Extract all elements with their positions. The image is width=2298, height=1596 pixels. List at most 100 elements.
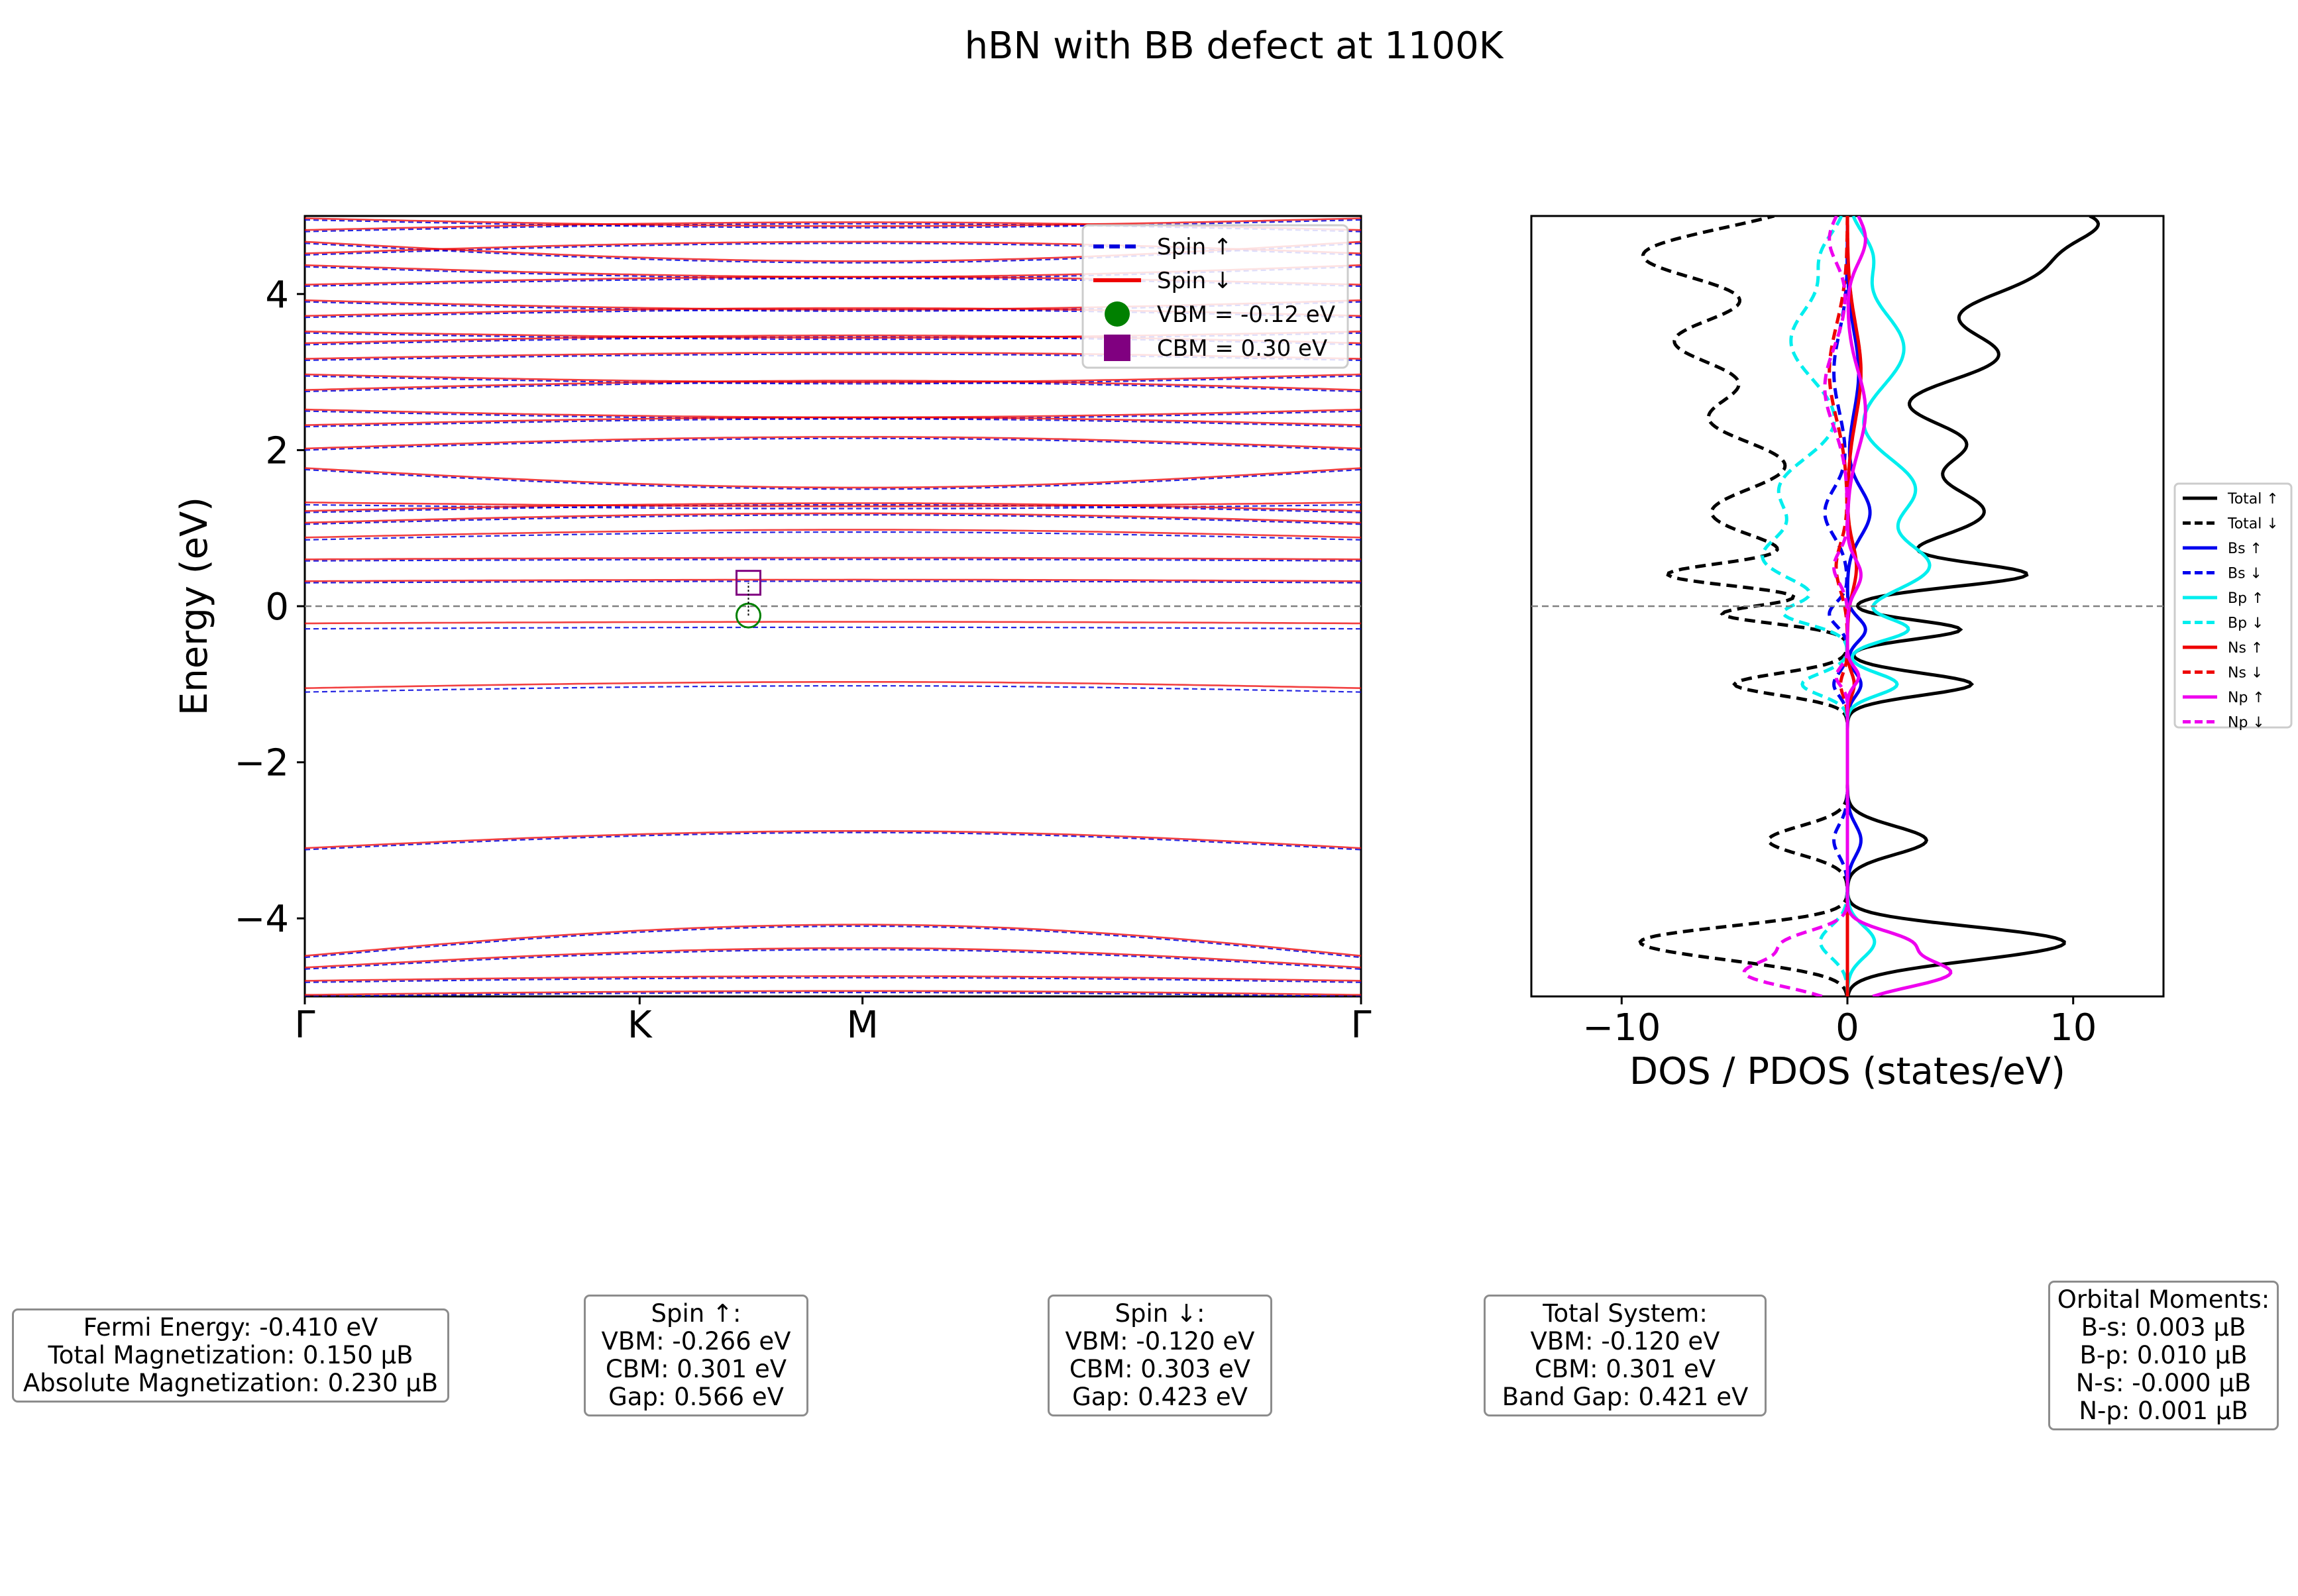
band-y-ticks: −4 −2 0 2 4 [234,274,305,941]
dos-legend-label: Bp ↓ [2228,615,2264,632]
band-line-spin-down [305,380,1361,391]
band-line-spin-up [305,514,1361,525]
band-line-spin-down [305,578,1361,582]
spin-down-vbm: VBM: -0.120 eV [1065,1327,1255,1356]
band-line-spin-up [305,992,1361,996]
dos-panel: −10 0 10 DOS / PDOS (states/eV) Total ↑ Tot… [1530,215,2293,1093]
band-line-spin-down [305,990,1361,996]
dos-legend-label: Bs ↑ [2228,541,2262,557]
dos-x-ticks: −10 0 10 [1582,996,2097,1049]
band-edge-markers [735,570,761,629]
band-line-spin-down [305,621,1361,625]
dos-legend-label: Bs ↓ [2228,566,2262,582]
legend-cbm-label: CBM = 0.30 eV [1157,335,1327,362]
orbital-moment-b-p: B-p: 0.010 μB [2079,1341,2248,1369]
dos-curve-ns-down [1828,216,1849,996]
legend-cbm-marker [1104,335,1130,361]
band-line-spin-down [305,924,1361,957]
total-system-band-gap: Band Gap: 0.421 eV [1502,1383,1749,1411]
band-line-spin-down [305,502,1361,512]
y-tick-label: 4 [265,274,289,317]
band-line-spin-up [305,685,1361,693]
band-line-spin-down [305,502,1361,507]
dos-legend-frame [2173,482,2293,729]
band-line-spin-down [305,373,1361,384]
legend-spin-up-label: Spin ↑ [1157,234,1232,260]
fermi-info-box: Fermi Energy: -0.410 eV Total Magnetizat… [12,1308,449,1403]
fermi-energy-text: Fermi Energy: -0.410 eV [83,1313,378,1342]
legend-frame [1081,224,1349,369]
total-system-vbm: VBM: -0.120 eV [1530,1327,1720,1356]
band-line-spin-down [305,529,1361,539]
band-y-axis-label: Energy (eV) [173,497,216,716]
y-tick-label: 2 [265,429,289,472]
band-line-spin-up [305,410,1361,420]
band-line-spin-up [305,949,1361,970]
band-line-spin-down [305,557,1361,560]
band-line-spin-down [305,830,1361,849]
band-legend: Spin ↑ Spin ↓ VBM = -0.12 eV CBM = 0.30 … [1081,224,1349,369]
total-system-cbm: CBM: 0.301 eV [1534,1355,1716,1383]
dos-x-tick-label: 0 [1835,1006,1859,1049]
band-line-spin-down [305,975,1361,982]
dos-legend: Total ↑ Total ↓ Bs ↑ Bs ↓ Bp ↑ Bp ↓ Ns ↑ Ns ↓ Np… [2173,482,2293,731]
dos-legend-label: Total ↓ [2227,516,2279,533]
dos-x-axis-label: DOS / PDOS (states/eV) [1629,1050,2065,1093]
orbital-moment-b-s: B-s: 0.003 μB [2081,1313,2246,1342]
spin-up-gap: Gap: 0.566 eV [608,1383,784,1411]
band-line-spin-down [305,408,1361,419]
orbital-moments-info-box: Orbital Moments: B-s: 0.003 μB B-p: 0.01… [2048,1281,2279,1430]
band-line-spin-up [305,437,1361,451]
absolute-magnetization-text: Absolute Magnetization: 0.230 μB [23,1369,439,1397]
spin-up-cbm: CBM: 0.301 eV [605,1355,787,1383]
band-line-spin-down [305,947,1361,969]
y-tick-label: −4 [234,898,289,941]
orbital-moment-n-s: N-s: -0.000 μB [2075,1369,2252,1397]
dos-legend-label: Np ↓ [2228,715,2265,731]
spin-down-info-box: Spin ↓: VBM: -0.120 eV CBM: 0.303 eV Gap… [1048,1295,1272,1416]
y-tick-label: 0 [265,586,289,629]
band-line-spin-up [305,219,1361,229]
band-line-spin-down [305,217,1361,227]
dos-curve-np-down [1742,216,1849,996]
k-point-label: Γ [294,1004,315,1047]
band-line-spin-up [305,375,1361,385]
band-line-spin-up [305,626,1361,630]
band-line-spin-up [305,977,1361,983]
legend-spin-down-label: Spin ↓ [1157,268,1232,294]
band-line-spin-up [305,418,1361,428]
band-structure-panel: −4 −2 0 2 4 Γ K M Γ Energy (eV) Spin ↑ Spin ↓ V… [173,215,1372,1047]
band-line-spin-up [305,831,1361,851]
k-point-label: Γ [1350,1004,1371,1047]
band-line-spin-up [305,468,1361,490]
dos-legend-label: Np ↑ [2228,690,2265,706]
total-system-heading: Total System: [1543,1299,1708,1328]
dos-x-tick-label: 10 [2050,1006,2097,1049]
band-line-spin-up [305,531,1361,541]
spin-up-info-box: Spin ↑: VBM: -0.266 eV CBM: 0.301 eV Gap… [584,1295,808,1416]
spin-up-vbm: VBM: -0.266 eV [601,1327,791,1356]
orbital-moments-heading: Orbital Moments: [2057,1285,2270,1314]
legend-vbm-label: VBM = -0.12 eV [1157,301,1335,328]
orbital-moment-n-p: N-p: 0.001 μB [2079,1397,2248,1425]
spin-down-gap: Gap: 0.423 eV [1072,1383,1248,1411]
dos-x-tick-label: −10 [1582,1006,1661,1049]
total-magnetization-text: Total Magnetization: 0.150 μB [48,1341,413,1369]
band-line-spin-up [305,580,1361,584]
band-line-spin-down [305,681,1361,689]
legend-vbm-marker [1105,301,1130,327]
band-line-spin-up [305,559,1361,562]
band-line-spin-up [305,925,1361,959]
spin-down-heading: Spin ↓: [1115,1299,1205,1328]
dos-legend-label: Total ↑ [2227,491,2279,507]
dos-curves [1638,216,2101,996]
k-point-label: M [846,1004,878,1047]
spin-down-cbm: CBM: 0.303 eV [1069,1355,1251,1383]
band-line-spin-down [305,467,1361,489]
spin-up-heading: Spin ↑: [651,1299,741,1328]
chart-title: hBN with BB defect at 1100K [965,25,1504,68]
total-system-info-box: Total System: VBM: -0.120 eV CBM: 0.301 … [1484,1295,1767,1416]
dos-legend-label: Ns ↑ [2228,640,2263,657]
